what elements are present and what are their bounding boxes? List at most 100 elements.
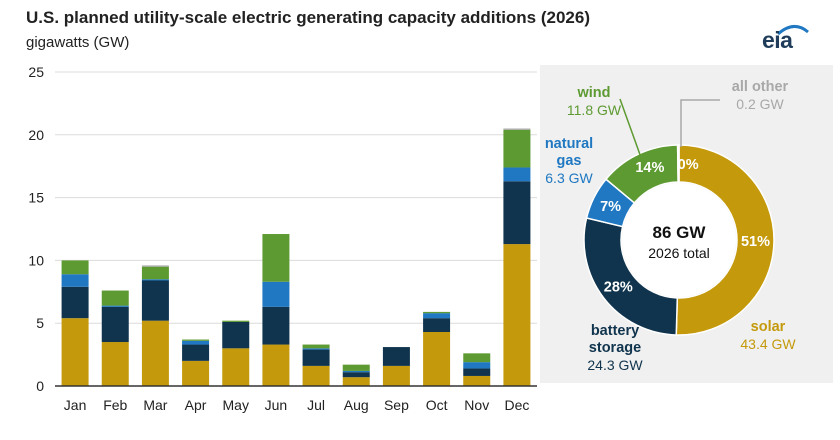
- wind-name: wind: [577, 85, 611, 101]
- x-tick-label: Dec: [504, 397, 529, 413]
- bar-segment-natural-gas: [302, 348, 330, 350]
- y-tick-label: 0: [36, 378, 44, 394]
- natural-gas-name-2: gas: [556, 153, 582, 169]
- chart-title: U.S. planned utility-scale electric gene…: [26, 8, 591, 27]
- bar-segment-natural-gas: [101, 305, 129, 307]
- battery-storage-name-1: battery: [590, 323, 640, 339]
- x-tick-label: Jan: [64, 397, 87, 413]
- bar-segment-solar: [423, 331, 451, 386]
- x-tick-label: May: [223, 397, 249, 413]
- wind-leader-line: [619, 98, 644, 164]
- bar-segment-natural-gas: [182, 340, 210, 345]
- bar-segment-natural-gas: [463, 362, 491, 369]
- y-tick-label: 20: [28, 127, 44, 143]
- donut-label-solar: solar 43.4 GW: [728, 319, 808, 353]
- donut-chart: 51% 28% 7% 14% 0% 86 GW 2026 total: [583, 98, 775, 336]
- donut-label-wind: wind 11.8 GW: [546, 85, 642, 119]
- donut-center-value: 86 GW: [653, 223, 707, 242]
- solar-value: 43.4 GW: [740, 336, 796, 352]
- bar-segment-solar: [503, 244, 531, 386]
- bar-segment-solar: [222, 348, 250, 386]
- all-other-leader-line: [680, 99, 720, 147]
- donut-percent-solar: 51%: [741, 234, 770, 250]
- battery-storage-name-2: storage: [588, 340, 642, 356]
- x-tick-label: Apr: [185, 397, 207, 413]
- x-tick-label: Oct: [426, 397, 448, 413]
- bar-segment-battery-storage: [101, 306, 129, 343]
- x-tick-label: Aug: [344, 397, 369, 413]
- bar-segment-wind: [182, 339, 210, 341]
- bar-segment-battery-storage: [182, 344, 210, 361]
- x-tick-label: Sep: [384, 397, 409, 413]
- bar-segment-battery-storage: [342, 372, 370, 378]
- y-tick-label: 10: [28, 252, 44, 268]
- all-other-value: 0.2 GW: [736, 96, 784, 112]
- donut-slice-solar: [675, 144, 775, 336]
- x-tick-label: Mar: [143, 397, 167, 413]
- bar-segment-solar: [61, 318, 89, 386]
- donut-slice-all-other: [676, 144, 680, 183]
- bar-segment-battery-storage: [423, 318, 451, 332]
- bar-segment-wind: [262, 234, 290, 282]
- donut-label-battery-storage: battery storage 24.3 GW: [570, 323, 660, 374]
- bar-segment-wind: [342, 364, 370, 371]
- natural-gas-value: 6.3 GW: [545, 170, 593, 186]
- x-tick-label: Jul: [307, 397, 325, 413]
- donut-label-natural-gas: natural gas 6.3 GW: [538, 136, 600, 187]
- donut-percent-battery-storage: 28%: [604, 280, 633, 296]
- y-tick-label: 25: [28, 64, 44, 80]
- bar-segment-wind: [101, 290, 129, 306]
- bar-segment-battery-storage: [222, 321, 250, 349]
- bar-segment-wind: [222, 320, 250, 322]
- x-tick-label: Nov: [464, 397, 489, 413]
- bar-segment-all-other: [141, 265, 169, 267]
- eia-logo: eia: [760, 22, 812, 54]
- wind-value: 11.8 GW: [566, 102, 622, 118]
- bar-segment-natural-gas: [503, 167, 531, 182]
- bar-segment-wind: [302, 344, 330, 349]
- donut-hole: [622, 183, 736, 297]
- bar-segment-solar: [262, 344, 290, 386]
- natural-gas-name-1: natural: [544, 136, 594, 152]
- bar-segment-natural-gas: [262, 281, 290, 307]
- solar-name: solar: [750, 319, 786, 335]
- x-tick-label: Feb: [103, 397, 127, 413]
- logo-text: eia: [762, 27, 793, 53]
- donut-panel: 51% 28% 7% 14% 0% 86 GW 2026 total wind 11.8 G…: [540, 65, 833, 383]
- bar-segment-solar: [141, 320, 169, 386]
- bar-segment-battery-storage: [463, 368, 491, 376]
- bar-segment-natural-gas: [423, 313, 451, 319]
- donut-percent-natural-gas: 7%: [600, 199, 621, 215]
- chart-subtitle: gigawatts (GW): [26, 34, 130, 51]
- bar-segment-battery-storage: [302, 349, 330, 366]
- donut-label-all-other: all other 0.2 GW: [705, 79, 815, 113]
- bar-chart: 0 5 10 15 20 25 Jan Feb Mar Apr May Jun Jul Aug Sep Oct…: [28, 64, 537, 413]
- donut-percent-wind: 14%: [635, 160, 664, 176]
- bar-segment-battery-storage: [503, 181, 531, 245]
- donut-percent-all-other: 0%: [678, 157, 699, 173]
- bar-segment-all-other: [503, 128, 531, 130]
- bar-segment-solar: [302, 365, 330, 386]
- bar-segment-wind: [423, 311, 451, 314]
- all-other-name: all other: [731, 79, 789, 95]
- x-tick-label: Jun: [265, 397, 288, 413]
- bar-segment-wind: [463, 353, 491, 363]
- bar-segment-solar: [342, 377, 370, 386]
- bar-segment-battery-storage: [262, 306, 290, 345]
- bar-segment-solar: [463, 375, 491, 386]
- bar-segment-battery-storage: [61, 286, 89, 319]
- bar-segment-natural-gas: [61, 274, 89, 287]
- bar-segment-solar: [101, 342, 129, 386]
- bar-segment-wind: [61, 260, 89, 275]
- logo-arc-icon: [777, 25, 809, 36]
- bar-segment-natural-gas: [141, 279, 169, 281]
- bar-segment-wind: [503, 129, 531, 168]
- bar-segment-wind: [141, 266, 169, 280]
- bar-segment-natural-gas: [342, 370, 370, 373]
- y-tick-label: 15: [28, 190, 44, 206]
- bar-segment-battery-storage: [141, 280, 169, 321]
- battery-storage-value: 24.3 GW: [587, 357, 643, 373]
- bar-segment-solar: [182, 360, 210, 386]
- bar-segment-solar: [382, 365, 410, 386]
- donut-center-label: 2026 total: [648, 245, 710, 261]
